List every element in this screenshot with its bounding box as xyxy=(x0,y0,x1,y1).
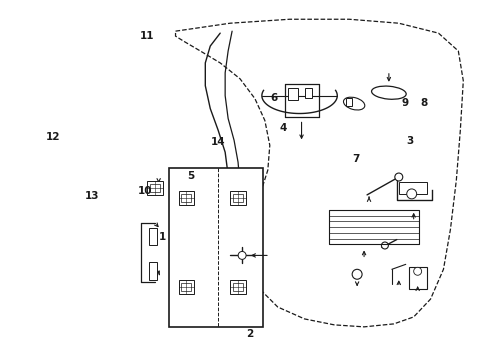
Text: 9: 9 xyxy=(400,98,407,108)
Text: 5: 5 xyxy=(187,171,194,181)
Bar xyxy=(230,280,245,294)
Bar xyxy=(148,228,156,246)
Bar xyxy=(178,191,194,205)
Circle shape xyxy=(406,189,416,199)
Bar xyxy=(233,283,243,291)
Bar xyxy=(148,262,156,280)
Text: 4: 4 xyxy=(279,123,286,133)
Text: 14: 14 xyxy=(210,138,224,148)
Bar xyxy=(168,168,263,327)
Text: 11: 11 xyxy=(140,31,154,41)
Text: 1: 1 xyxy=(158,232,165,242)
Text: 10: 10 xyxy=(138,186,152,196)
Bar xyxy=(146,181,163,195)
Bar xyxy=(181,283,191,291)
Bar xyxy=(346,98,351,105)
Bar xyxy=(398,182,426,194)
Bar xyxy=(304,88,312,98)
Text: 3: 3 xyxy=(405,136,412,146)
Text: 6: 6 xyxy=(269,93,277,103)
Bar xyxy=(230,191,245,205)
Bar xyxy=(149,184,160,192)
Ellipse shape xyxy=(343,97,364,110)
Bar xyxy=(233,194,243,202)
Text: 12: 12 xyxy=(45,132,60,142)
Bar xyxy=(328,210,418,244)
Bar xyxy=(408,267,426,289)
Text: 7: 7 xyxy=(352,154,359,163)
Bar xyxy=(181,194,191,202)
Ellipse shape xyxy=(371,86,406,99)
Circle shape xyxy=(413,267,421,275)
Text: 13: 13 xyxy=(84,191,99,201)
Bar xyxy=(287,88,297,100)
Circle shape xyxy=(351,269,361,279)
Circle shape xyxy=(394,173,402,181)
Text: 8: 8 xyxy=(420,98,427,108)
Circle shape xyxy=(238,251,245,260)
Circle shape xyxy=(381,242,387,249)
Bar xyxy=(178,280,194,294)
Text: 2: 2 xyxy=(245,329,252,339)
